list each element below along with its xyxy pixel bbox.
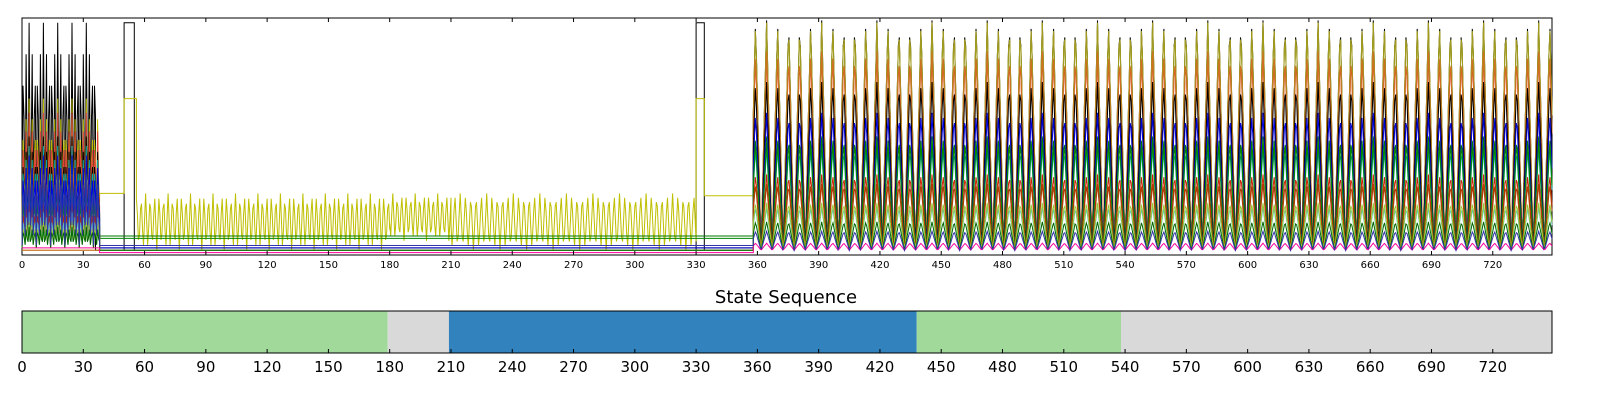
top-xtick-label: 450 [932,260,951,271]
state-segment-1 [387,311,449,353]
bottom-xtick-label: 600 [1233,358,1262,376]
bottom-xtick-label: 300 [620,358,649,376]
state-segment-0 [22,311,388,353]
top-xtick-label: 660 [1361,260,1380,271]
top-series-9-line [21,141,1553,251]
top-xtick-label: 510 [1054,260,1073,271]
top-xtick-label: 690 [1422,260,1441,271]
top-series-group [21,20,1553,254]
bottom-xtick-label: 180 [375,358,404,376]
top-xtick-label: 0 [19,260,25,271]
bottom-xtick-label: 210 [437,358,466,376]
top-xtick-label: 420 [870,260,889,271]
bottom-xtick-label: 420 [866,358,895,376]
bottom-xtick-label: 570 [1172,358,1201,376]
bottom-xtick-label: 120 [253,358,282,376]
top-xtick-label: 630 [1299,260,1318,271]
bottom-xtick-label: 690 [1417,358,1446,376]
top-xtick-label: 30 [77,260,90,271]
top-xtick-label: 180 [380,260,399,271]
top-xtick-label: 270 [564,260,583,271]
bottom-xtick-label: 510 [1049,358,1078,376]
top-xtick-label: 480 [993,260,1012,271]
top-xtick-label: 360 [748,260,767,271]
top-xtick-label: 540 [1116,260,1135,271]
top-xtick-label: 720 [1483,260,1502,271]
bottom-xtick-label: 0 [17,358,27,376]
bottom-xtick-label: 630 [1295,358,1324,376]
bottom-xtick-label: 390 [804,358,833,376]
top-xtick-label: 570 [1177,260,1196,271]
bottom-xtick-label: 240 [498,358,527,376]
state-sequence-frame [21,310,1553,354]
bottom-xtick-label: 60 [135,358,154,376]
top-series-15-line [22,242,1553,254]
bottom-xtick-label: 90 [196,358,215,376]
top-xtick-label: 90 [199,260,212,271]
state-sequence-plot: State Sequence 0 30 60 90 120 150 180 210 240 270… [17,287,1553,376]
bottom-x-axis: 0 30 60 90 120 150 180 210 240 270 300 330 360 390 420… [17,349,1507,376]
top-series-14-line [21,220,1553,252]
state-segment-2 [448,311,917,353]
bottom-xtick-label: 330 [682,358,711,376]
top-xtick-label: 300 [625,260,644,271]
state-segment-3 [916,311,1121,353]
top-xtick-label: 390 [809,260,828,271]
state-segment-4 [1120,311,1552,353]
bottom-xtick-label: 30 [74,358,93,376]
top-x-axis: 0 30 60 90 120 150 180 210 240 270 300 330 360 390 420… [19,18,1502,271]
top-line-plot: 0 30 60 90 120 150 180 210 240 270 300 330 360 390 420… [19,17,1553,271]
top-xtick-label: 600 [1238,260,1257,271]
top-xtick-label: 210 [441,260,460,271]
state-sequence-title: State Sequence [715,287,857,308]
bottom-xtick-label: 360 [743,358,772,376]
bottom-xtick-label: 540 [1111,358,1140,376]
top-xtick-label: 150 [319,260,338,271]
top-xtick-label: 240 [503,260,522,271]
bottom-xtick-label: 660 [1356,358,1385,376]
bottom-xtick-label: 150 [314,358,343,376]
top-xtick-label: 330 [687,260,706,271]
bottom-xtick-label: 480 [988,358,1017,376]
top-xtick-label: 120 [258,260,277,271]
state-segments-group [22,311,1552,353]
bottom-xtick-label: 720 [1478,358,1507,376]
bottom-xtick-label: 450 [927,358,956,376]
top-xtick-label: 60 [138,260,151,271]
top-series-7-line [21,112,1553,251]
top-series-16-line [21,174,1553,253]
bottom-xtick-label: 270 [559,358,588,376]
